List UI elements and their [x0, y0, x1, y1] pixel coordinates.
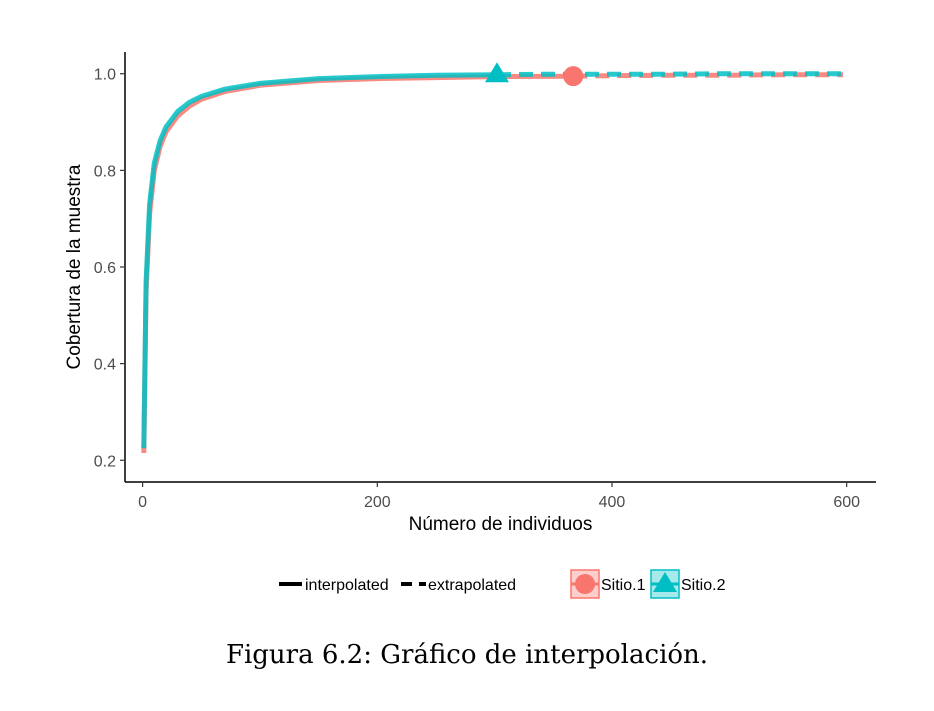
- chart: 0 200 400 600 0.2 0.4 0.6 0.8 1.0 Número de indiv…: [64, 52, 876, 599]
- x-axis-title: Número de individuos: [409, 514, 593, 535]
- x-tick-label: 200: [364, 494, 391, 511]
- series-line-interpolated-sitio-2: [141, 72, 498, 449]
- y-tick-label: 0.2: [94, 453, 116, 470]
- series-line-extrapolated-sitio-2: [496, 71, 844, 78]
- x-tick-label: 600: [833, 494, 860, 511]
- x-tick-label: 0: [138, 494, 147, 511]
- legend-label-sitio-1: Sitio.1: [601, 577, 646, 594]
- legend-label-sitio-2: Sitio.2: [681, 577, 726, 594]
- observed-point-sitio-1: [563, 66, 584, 87]
- axes-layer: 0 200 400 600 0.2 0.4 0.6 0.8 1.0 Número de indiv…: [64, 52, 876, 535]
- legend-label-extrapolated: extrapolated: [428, 577, 516, 594]
- y-tick-label: 0.8: [94, 163, 116, 180]
- y-axis-title: Cobertura de la muestra: [64, 164, 85, 369]
- x-tick-label: 400: [599, 494, 626, 511]
- observed-point-sitio-2: [484, 62, 509, 83]
- legend-key-marker-sitio-1: [575, 574, 595, 594]
- y-tick-label: 0.4: [94, 357, 116, 374]
- y-tick-label: 0.6: [94, 260, 116, 277]
- legend-key-marker-sitio-2: [653, 572, 677, 592]
- series-line-interpolated-sitio-1: [141, 73, 574, 454]
- figure-caption: Figura 6.2: Gráfico de interpolación.: [225, 640, 709, 670]
- series-line-extrapolated-sitio-1: [573, 72, 844, 79]
- y-tick-label: 1.0: [94, 67, 116, 84]
- legend-label-interpolated: interpolated: [305, 577, 389, 594]
- legend: interpolated extrapolated Sitio.1 Sitio.2: [279, 569, 726, 599]
- series-layer: [141, 62, 844, 454]
